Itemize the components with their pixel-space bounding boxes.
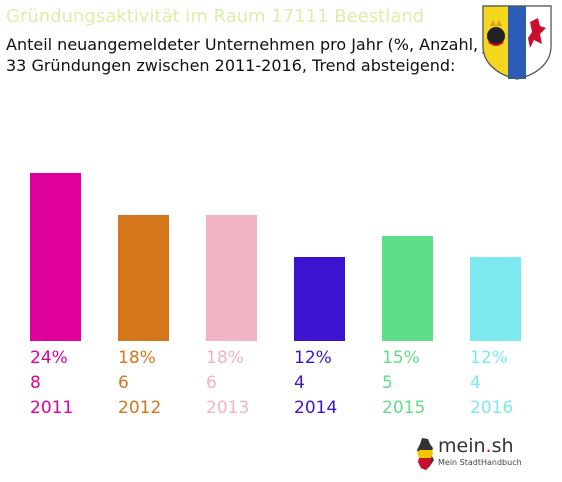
count-label-2015: 5 bbox=[382, 373, 393, 393]
bar-2011 bbox=[30, 173, 81, 341]
bar-2015 bbox=[382, 236, 433, 341]
bar-2013 bbox=[206, 215, 257, 341]
year-label-2015: 2015 bbox=[382, 398, 426, 418]
chart-subtitle: Anteil neuangemeldeter Unternehmen pro J… bbox=[6, 34, 521, 76]
percent-label-2013: 18% bbox=[206, 348, 244, 368]
bar-2012 bbox=[118, 215, 169, 341]
count-label-2016: 4 bbox=[470, 373, 481, 393]
logo-tagline: Mein StadtHandbuch bbox=[438, 458, 522, 467]
bar-2014 bbox=[294, 257, 345, 341]
year-label-2013: 2013 bbox=[206, 398, 250, 418]
percent-label-2011: 24% bbox=[30, 348, 68, 368]
mein-sh-logo: mein.sh Mein StadtHandbuch bbox=[414, 434, 529, 474]
year-label-2012: 2012 bbox=[118, 398, 162, 418]
percent-label-2012: 18% bbox=[118, 348, 156, 368]
logo-wordmark: mein.sh bbox=[438, 435, 514, 457]
germany-map-icon bbox=[417, 438, 434, 470]
year-label-2014: 2014 bbox=[294, 398, 338, 418]
subtitle-line-2: 33 Gründungen zwischen 2011-2016, Trend … bbox=[6, 56, 456, 75]
count-label-2014: 4 bbox=[294, 373, 305, 393]
percent-label-2014: 12% bbox=[294, 348, 332, 368]
count-label-2012: 6 bbox=[118, 373, 129, 393]
chart-title: Gründungsaktivität im Raum 17111 Beestla… bbox=[6, 6, 425, 27]
year-label-2011: 2011 bbox=[30, 398, 74, 418]
percent-label-2015: 15% bbox=[382, 348, 420, 368]
coat-of-arms-icon bbox=[482, 5, 552, 80]
percent-label-2016: 12% bbox=[470, 348, 508, 368]
count-label-2011: 8 bbox=[30, 373, 41, 393]
year-label-2016: 2016 bbox=[470, 398, 514, 418]
subtitle-line-1: Anteil neuangemeldeter Unternehmen pro J… bbox=[6, 35, 521, 54]
bar-2016 bbox=[470, 257, 521, 341]
count-label-2013: 6 bbox=[206, 373, 217, 393]
